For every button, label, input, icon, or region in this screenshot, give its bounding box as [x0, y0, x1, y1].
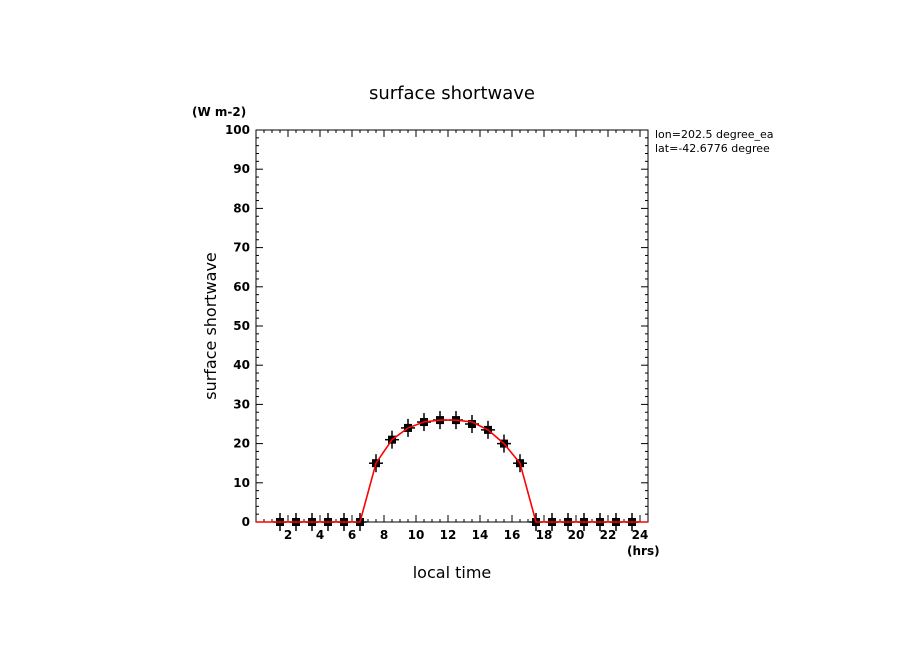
x-units-label: (hrs) — [627, 544, 660, 558]
series-line — [256, 419, 648, 523]
x-tick-label: 18 — [536, 528, 553, 542]
y-tick-label: 20 — [233, 437, 250, 451]
x-tick-label: 8 — [380, 528, 388, 542]
x-tick-label: 6 — [348, 528, 356, 542]
y-tick-label: 30 — [233, 397, 250, 411]
x-tick-label: 24 — [632, 528, 649, 542]
series — [256, 411, 648, 531]
x-tick-label: 16 — [504, 528, 521, 542]
x-tick-label: 2 — [284, 528, 292, 542]
y-tick-label: 100 — [225, 123, 250, 137]
y-tick-label: 40 — [233, 358, 250, 372]
y-units-label: (W m-2) — [192, 105, 246, 119]
y-tick-label: 60 — [233, 280, 250, 294]
x-tick-label: 20 — [568, 528, 585, 542]
y-tick-label: 70 — [233, 241, 250, 255]
y-axis-title: surface shortwave — [201, 252, 220, 400]
axes: 2 4 6 8 10 12 14 16 18 20 22 2401020304050607080901… — [225, 123, 648, 542]
y-tick-label: 90 — [233, 162, 250, 176]
y-tick-label: 80 — [233, 201, 250, 215]
y-tick-label: 0 — [242, 515, 250, 529]
x-tick-label: 14 — [472, 528, 489, 542]
plot-frame — [255, 129, 649, 523]
x-tick-label: 10 — [408, 528, 425, 542]
x-tick-label: 12 — [440, 528, 457, 542]
x-tick-label: 4 — [316, 528, 324, 542]
x-tick-label: 22 — [600, 528, 617, 542]
x-axis-title: local time — [413, 563, 492, 582]
chart-title: surface shortwave — [369, 83, 535, 104]
annotation-lat: lat=-42.6776 degree — [655, 142, 770, 155]
y-tick-label: 10 — [233, 476, 250, 490]
annotation-lon: lon=202.5 degree_ea — [655, 128, 774, 141]
y-tick-label: 50 — [233, 319, 250, 333]
